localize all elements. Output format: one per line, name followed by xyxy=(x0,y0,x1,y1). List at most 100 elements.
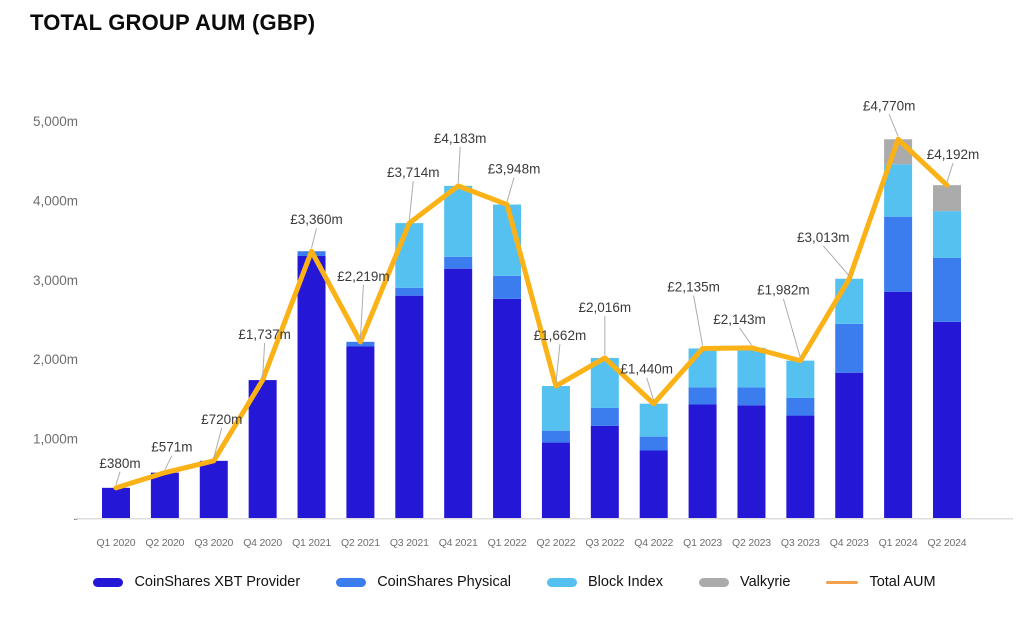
data-label: £1,982m xyxy=(757,283,810,298)
data-label: £3,013m xyxy=(797,230,850,245)
legend-swatch-valkyrie xyxy=(698,577,729,587)
label-leader-line xyxy=(506,177,515,202)
bar-segment xyxy=(590,425,619,518)
y-tick-label: 2,000m xyxy=(33,352,78,367)
bar-segment xyxy=(102,487,130,518)
legend-label-coinshares-xbt-provider: CoinShares XBT Provider xyxy=(134,574,301,590)
bar-segment xyxy=(835,323,864,373)
bar-segment xyxy=(932,257,961,322)
label-leader-line xyxy=(888,114,899,137)
bar-segment xyxy=(737,347,766,388)
bar-segment xyxy=(639,450,668,518)
legend-swatch-total-aum xyxy=(826,580,859,584)
data-label: £571m xyxy=(151,440,192,455)
bar-segment xyxy=(786,415,815,518)
y-tick-label: 5,000m xyxy=(33,114,78,129)
legend-swatch-block-index xyxy=(547,577,577,587)
bar-segment xyxy=(541,442,570,518)
bar-segment xyxy=(688,404,717,518)
legend-swatch-coinshares-physical xyxy=(336,577,367,587)
bar-segment xyxy=(395,223,424,288)
label-leader-line xyxy=(262,343,266,378)
x-tick-label: Q3 2023 xyxy=(781,537,820,549)
x-tick-label: Q1 2021 xyxy=(292,537,331,549)
bar-segment xyxy=(639,403,668,437)
bar-segment xyxy=(737,387,766,406)
bar-segment xyxy=(541,386,570,431)
data-label: £1,737m xyxy=(238,327,291,342)
data-label: £3,360m xyxy=(290,212,343,227)
page-title: TOTAL GROUP AUM (GBP) xyxy=(30,10,316,35)
data-label: £3,714m xyxy=(387,165,440,180)
label-leader-line xyxy=(213,427,223,458)
label-leader-line xyxy=(782,298,801,358)
data-label: £1,662m xyxy=(534,328,587,343)
bar-segment xyxy=(835,372,864,518)
bar-segment xyxy=(395,287,424,296)
x-tick-label: Q3 2020 xyxy=(194,537,233,549)
x-tick-label: Q2 2021 xyxy=(341,537,380,549)
total-aum-line xyxy=(113,136,950,491)
data-label: £4,183m xyxy=(434,131,487,146)
bar-segment xyxy=(444,185,473,257)
x-tick-label: Q3 2022 xyxy=(585,537,624,549)
x-tick-label: Q1 2022 xyxy=(488,537,527,549)
label-leader-line xyxy=(457,146,461,183)
x-tick-label: Q2 2023 xyxy=(732,537,771,549)
data-label: £720m xyxy=(201,412,242,427)
label-leader-line xyxy=(739,327,752,346)
data-label: £4,770m xyxy=(863,98,916,113)
bar-segment xyxy=(444,256,473,269)
legend-item-block-index: Block Index xyxy=(547,574,663,590)
data-label: £2,135m xyxy=(667,279,720,294)
bar-segment xyxy=(297,255,326,519)
label-leader-line xyxy=(646,377,655,401)
legend-item-coinshares-xbt-provider: CoinShares XBT Provider xyxy=(93,574,300,590)
bar-segment xyxy=(737,405,766,518)
x-tick-label: Q3 2021 xyxy=(390,537,429,549)
bar-segment xyxy=(346,346,375,518)
label-leader-line xyxy=(822,245,850,277)
x-tick-label: Q1 2024 xyxy=(879,537,918,549)
label-leader-line xyxy=(359,284,364,339)
data-label: £2,143m xyxy=(713,312,766,327)
bar-segment xyxy=(248,380,277,518)
legend-label-total-aum: Total AUM xyxy=(869,574,936,590)
legend-item-valkyrie: Valkyrie xyxy=(698,574,791,590)
y-tick-label: 1,000m xyxy=(33,432,78,447)
x-tick-label: Q1 2020 xyxy=(97,537,136,549)
label-leader-line xyxy=(555,343,561,384)
legend: CoinShares XBT Provider CoinShares Physic… xyxy=(0,574,1029,590)
x-tick-label: Q4 2020 xyxy=(243,537,282,549)
legend-label-block-index: Block Index xyxy=(588,574,663,590)
x-tick-label: Q4 2022 xyxy=(634,537,673,549)
data-label: £380m xyxy=(99,456,140,471)
data-label: £1,440m xyxy=(620,362,673,377)
x-tick-label: Q4 2021 xyxy=(439,537,478,549)
label-leader-line xyxy=(946,163,954,183)
bar-segment xyxy=(786,360,815,398)
data-label: £3,948m xyxy=(488,162,541,177)
bar-segment xyxy=(444,268,473,518)
bar-segment xyxy=(493,298,522,518)
x-tick-label: Q2 2022 xyxy=(536,537,575,549)
bar-segment xyxy=(932,321,961,518)
y-tick-label: 4,000m xyxy=(33,193,78,208)
bar-segment xyxy=(932,211,961,258)
label-leader-line xyxy=(693,295,704,346)
label-leader-line xyxy=(408,181,414,221)
bar-segment xyxy=(884,216,913,292)
bar-segment xyxy=(493,275,522,299)
bar-segment xyxy=(932,185,961,212)
legend-label-valkyrie: Valkyrie xyxy=(739,574,791,590)
label-leader-line xyxy=(164,455,173,470)
bar-segment xyxy=(395,295,424,518)
data-label: £2,016m xyxy=(579,300,632,315)
legend-item-total-aum: Total AUM xyxy=(826,574,936,590)
bar-segment xyxy=(199,460,228,518)
bar-segment xyxy=(688,387,717,405)
bar-segment xyxy=(688,348,717,388)
bar-segment xyxy=(590,407,619,426)
legend-item-coinshares-physical: CoinShares Physical xyxy=(336,574,511,590)
